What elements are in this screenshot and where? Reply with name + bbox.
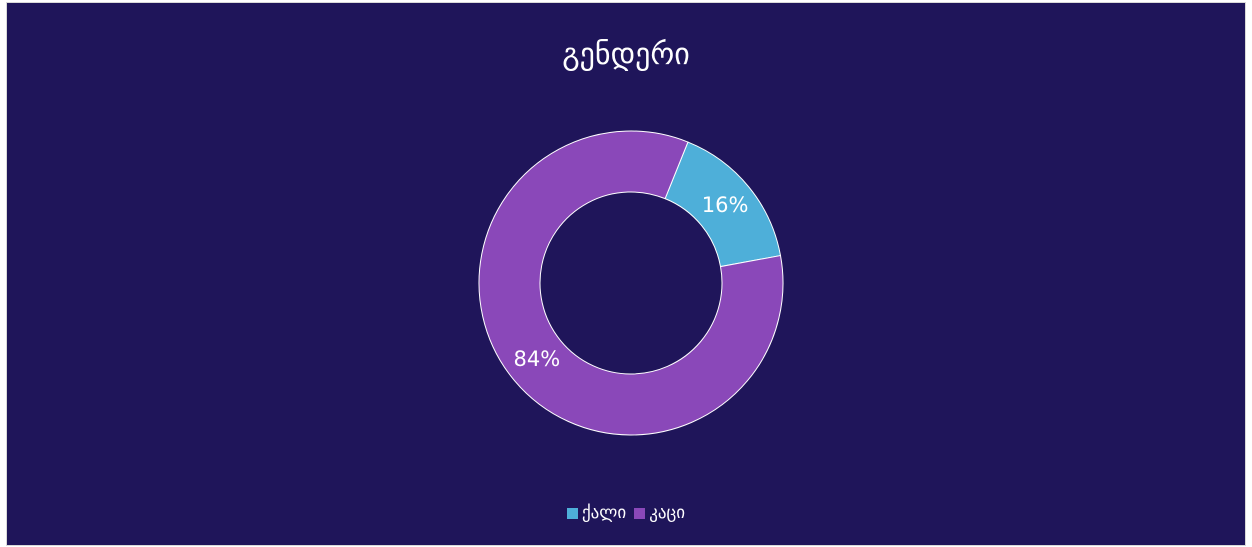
- data-label-women: 16%: [702, 193, 749, 217]
- legend-item-women: ქალი: [566, 503, 627, 523]
- chart-legend: ქალი კაცი: [7, 503, 1245, 523]
- legend-label-men: კაცი: [649, 503, 686, 523]
- chart-title: გენდერი: [562, 37, 690, 72]
- legend-swatch-women: [566, 507, 578, 519]
- legend-item-men: კაცი: [634, 503, 685, 523]
- chart-frame: გენდერი 16% 84% ქალი კაცი: [6, 2, 1246, 546]
- slice-men: [478, 130, 784, 436]
- legend-label-women: ქალი: [581, 503, 627, 523]
- legend-swatch-men: [634, 507, 646, 519]
- data-label-men: 84%: [514, 347, 561, 371]
- donut-chart: 16% 84%: [478, 130, 784, 436]
